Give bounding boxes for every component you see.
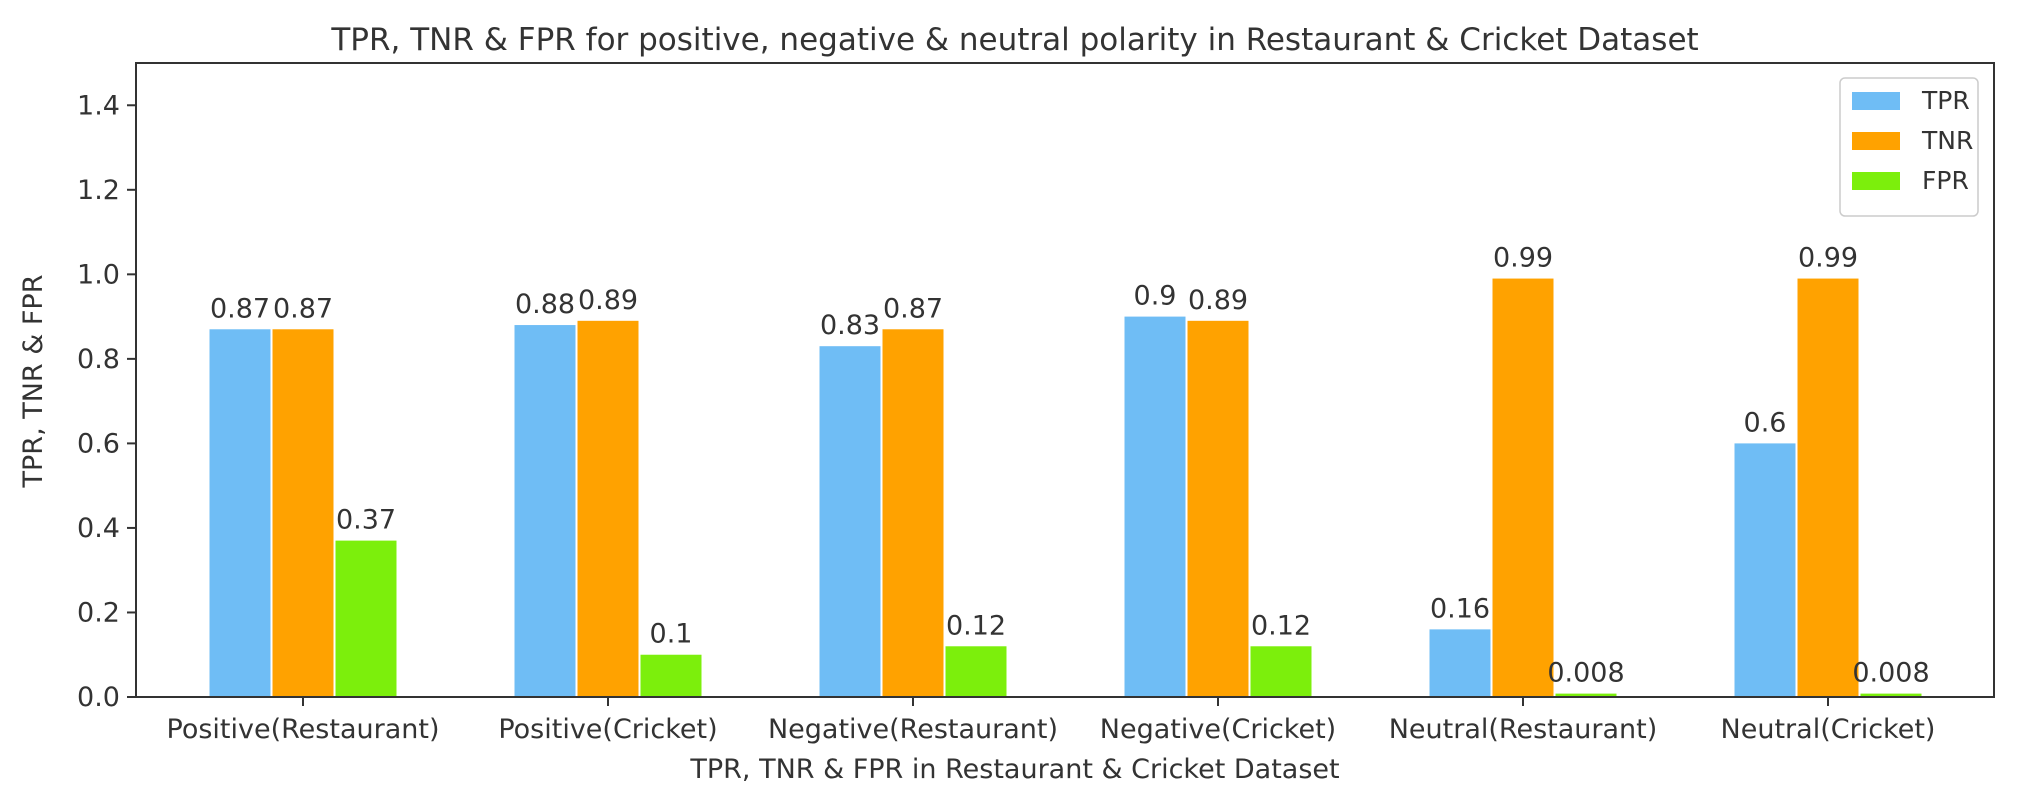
bar-tpr-4	[1124, 316, 1186, 697]
data-label-tpr-4: 0.9	[1134, 281, 1177, 312]
legend-label-tnr: TNR	[1921, 126, 1973, 155]
data-label-tpr-6: 0.6	[1744, 407, 1787, 438]
y-tick-label: 1.4	[77, 90, 120, 121]
x-tick-label: Neutral(Cricket)	[1721, 714, 1936, 745]
bar-fpr-4	[1250, 646, 1312, 697]
data-label-fpr-6: 0.008	[1852, 658, 1929, 689]
bar-fpr-2	[640, 654, 702, 697]
legend-swatch-tnr	[1852, 132, 1900, 150]
data-label-tpr-1: 0.87	[210, 293, 270, 324]
legend-swatch-fpr	[1852, 172, 1900, 190]
bar-fpr-3	[945, 646, 1007, 697]
data-label-fpr-3: 0.12	[946, 610, 1006, 641]
x-tick-label: Positive(Restaurant)	[167, 714, 440, 745]
y-tick-label: 0.0	[77, 682, 120, 713]
data-label-fpr-5: 0.008	[1547, 658, 1624, 689]
data-label-fpr-1: 0.37	[336, 505, 396, 536]
data-label-tpr-3: 0.83	[820, 310, 880, 341]
y-tick-label: 0.6	[77, 428, 120, 459]
data-labels-layer: 0.87 0.870.370.88 0.890.10.830.870.120.9 0.…	[210, 243, 1930, 689]
legend-label-fpr: FPR	[1922, 166, 1969, 195]
legend-label-tpr: TPR	[1921, 86, 1970, 115]
bar-tnr-6	[1797, 278, 1859, 697]
data-label-tnr-6: 0.99	[1798, 243, 1858, 274]
data-label-tnr-5: 0.99	[1493, 243, 1553, 274]
y-tick-label: 0.4	[77, 513, 120, 544]
data-label-fpr-4: 0.12	[1251, 610, 1311, 641]
bar-tnr-2	[577, 320, 639, 697]
data-label-tnr-4: 0.89	[1188, 285, 1248, 316]
bar-tpr-6	[1734, 443, 1796, 697]
data-label-tpr-2: 0.88	[515, 289, 575, 320]
data-label-tpr-5: 0.16	[1430, 593, 1490, 624]
bar-fpr-6	[1860, 693, 1922, 697]
y-axis-ticks: 0.0 0.2 0.4 0.6 0.8 1.0 1.2 1.4	[77, 90, 136, 713]
bar-tnr-4	[1187, 320, 1249, 697]
chart-title: TPR, TNR & FPR for positive, negative & …	[330, 22, 1698, 58]
bar-tpr-5	[1429, 629, 1491, 697]
plot-frame	[135, 62, 1995, 698]
y-tick-label: 1.2	[77, 175, 120, 206]
x-tick-label: Negative(Cricket)	[1100, 714, 1336, 745]
y-axis-label: TPR, TNR & FPR	[18, 275, 49, 489]
bar-tnr-3	[882, 329, 944, 697]
x-tick-label: Positive(Cricket)	[498, 714, 717, 745]
data-label-tnr-1: 0.87	[273, 293, 333, 324]
bar-tnr-1	[272, 329, 334, 697]
data-label-fpr-2: 0.1	[650, 619, 693, 650]
x-axis-ticks: Positive(Restaurant) Positive(Cricket) Neg…	[167, 697, 1936, 745]
legend: TPR TNR FPR	[1839, 77, 1979, 217]
x-tick-label: Negative(Restaurant)	[768, 714, 1058, 745]
bar-tnr-5	[1492, 278, 1554, 697]
x-tick-label: Neutral(Restaurant)	[1389, 714, 1658, 745]
y-tick-label: 1.0	[77, 259, 120, 290]
bar-tpr-3	[819, 346, 881, 697]
bars-layer	[209, 278, 1922, 697]
bar-fpr-5	[1555, 693, 1617, 697]
data-label-tnr-3: 0.87	[883, 293, 943, 324]
bar-tpr-1	[209, 329, 271, 697]
y-tick-label: 0.2	[77, 597, 120, 628]
bar-fpr-1	[335, 540, 397, 697]
data-label-tnr-2: 0.89	[578, 285, 638, 316]
legend-swatch-tpr	[1852, 92, 1900, 110]
x-axis-label: TPR, TNR & FPR in Restaurant & Cricket D…	[689, 754, 1339, 785]
bar-tpr-2	[514, 325, 576, 697]
y-tick-label: 0.8	[77, 344, 120, 375]
